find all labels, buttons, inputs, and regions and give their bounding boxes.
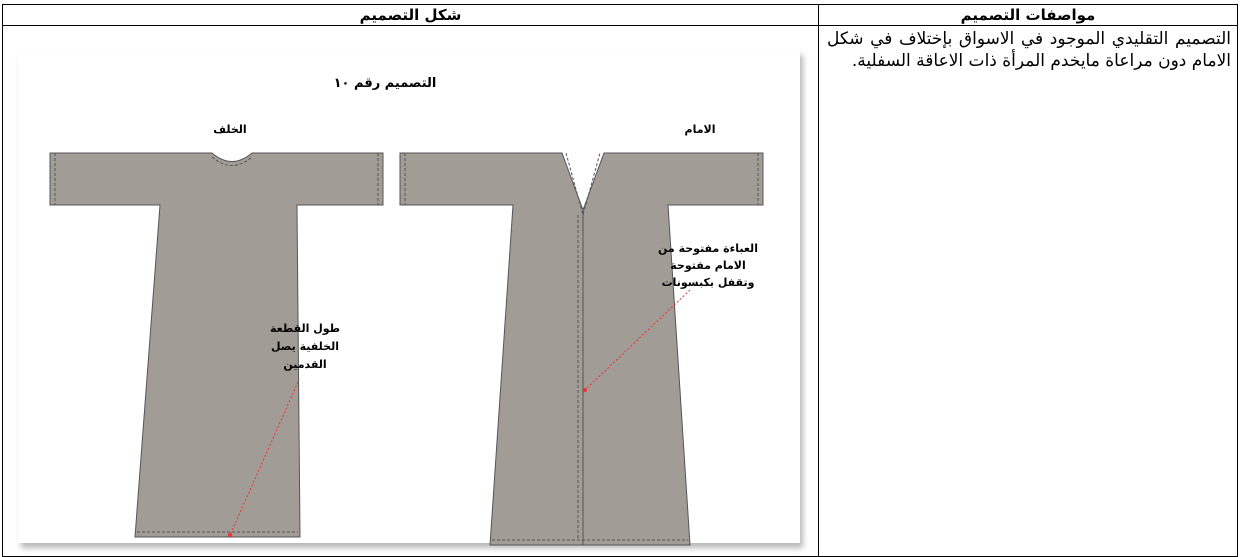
pointer-dot	[228, 533, 232, 537]
back-stitch	[54, 153, 379, 533]
header-specs: مواصفات التصميم	[818, 4, 1238, 26]
front-stitch	[404, 152, 759, 541]
back-label: الخلف	[213, 123, 246, 136]
pointer-dot	[583, 388, 587, 392]
front-garment	[399, 152, 764, 546]
figure-title: التصميم رقم ١٠	[334, 76, 437, 91]
front-note: الامام مفتوحة	[670, 259, 746, 272]
back-note: طول القطعة	[270, 322, 340, 335]
figure: التصميم رقم ١٠ الخلف الامام العباءة مفتو…	[18, 50, 800, 546]
back-note: الخلفية يصل	[271, 340, 339, 353]
spec-text: التصميم التقليدي الموجود في الاسواق بإخت…	[818, 25, 1238, 557]
back-garment	[49, 152, 384, 538]
front-label: الامام	[685, 123, 716, 136]
front-note: وتقفل بكبسونات	[662, 276, 755, 289]
pointer-line	[229, 289, 691, 536]
front-note: العباءة مفتوحة من	[658, 242, 758, 255]
back-note: القدمين	[283, 358, 326, 371]
